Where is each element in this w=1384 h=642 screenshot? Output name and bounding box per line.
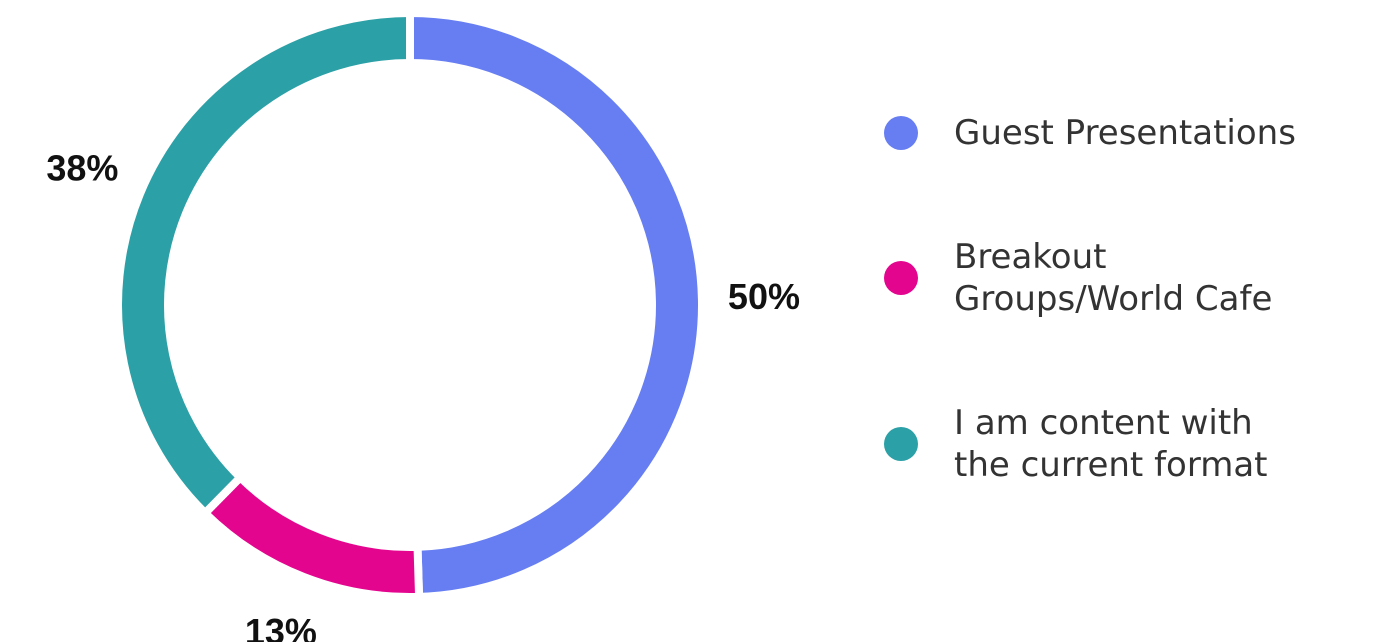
slice-content-current-format <box>114 8 414 519</box>
legend-label-line: I am content with <box>954 403 1253 443</box>
slice-label-content-current-format: 38% <box>46 147 118 188</box>
legend-label-breakout-groups: Breakout Groups/World Cafe <box>954 236 1354 320</box>
slice-label-guest-presentations: 50% <box>728 276 800 317</box>
slice-guest-presentations <box>406 8 706 601</box>
legend-swatch-content-current-format <box>884 427 918 461</box>
legend-swatch-guest-presentations <box>884 116 918 150</box>
legend-label-content-current-format: I am content with the current format <box>954 402 1354 486</box>
legend-item-breakout-groups: Breakout Groups/World Cafe <box>884 236 1354 320</box>
legend-label-line: Groups/World Cafe <box>954 279 1273 319</box>
legend-label-guest-presentations: Guest Presentations <box>954 112 1354 154</box>
legend-item-content-current-format: I am content with the current format <box>884 402 1354 486</box>
legend-label-line: Breakout <box>954 237 1107 277</box>
slice-breakout-groups <box>199 471 424 601</box>
legend-label-line: Guest Presentations <box>954 113 1296 153</box>
slice-label-breakout-groups: 13% <box>245 611 317 642</box>
donut-chart: 50% 13% 38% <box>46 8 800 642</box>
legend-item-guest-presentations: Guest Presentations <box>884 112 1354 154</box>
legend-label-line: the current format <box>954 445 1268 485</box>
legend-swatch-breakout-groups <box>884 261 918 295</box>
